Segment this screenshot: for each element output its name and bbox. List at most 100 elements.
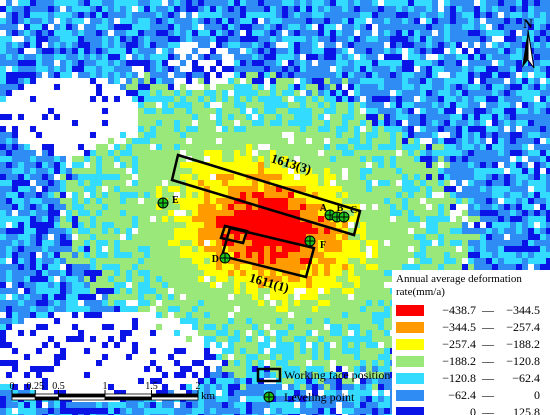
raster-cell	[432, 114, 438, 120]
raster-cell	[348, 318, 354, 324]
raster-cell	[174, 270, 180, 276]
raster-cell	[504, 156, 510, 162]
raster-cell	[126, 66, 132, 72]
raster-cell	[24, 60, 30, 66]
raster-cell	[534, 12, 540, 18]
raster-cell	[246, 192, 252, 198]
raster-cell	[336, 60, 342, 66]
raster-cell	[330, 144, 336, 150]
raster-cell	[240, 174, 246, 180]
raster-cell	[204, 54, 210, 60]
raster-cell	[252, 120, 258, 126]
raster-cell	[108, 48, 114, 54]
raster-cell	[294, 330, 300, 336]
raster-cell	[114, 36, 120, 42]
raster-cell	[150, 42, 156, 48]
raster-cell	[516, 114, 522, 120]
raster-cell	[420, 204, 426, 210]
raster-cell	[306, 294, 312, 300]
raster-cell	[420, 258, 426, 264]
raster-cell	[402, 264, 408, 270]
raster-cell	[198, 114, 204, 120]
raster-cell	[108, 54, 114, 60]
raster-cell	[24, 144, 30, 150]
raster-cell	[162, 96, 168, 102]
raster-cell	[24, 282, 30, 288]
raster-cell	[24, 24, 30, 30]
raster-cell	[240, 168, 246, 174]
raster-cell	[228, 138, 234, 144]
raster-cell	[18, 60, 24, 66]
raster-cell	[432, 144, 438, 150]
raster-cell	[258, 198, 264, 204]
raster-cell	[282, 228, 288, 234]
raster-cell	[348, 24, 354, 30]
raster-cell	[474, 252, 480, 258]
raster-cell	[456, 216, 462, 222]
raster-cell	[6, 48, 12, 54]
raster-cell	[240, 264, 246, 270]
raster-cell	[204, 372, 210, 378]
raster-cell	[138, 300, 144, 306]
raster-cell	[324, 330, 330, 336]
raster-cell	[288, 30, 294, 36]
raster-cell	[162, 192, 168, 198]
raster-cell	[300, 300, 306, 306]
raster-cell	[210, 258, 216, 264]
raster-cell	[30, 306, 36, 312]
raster-cell	[378, 282, 384, 288]
raster-cell	[378, 78, 384, 84]
raster-cell	[60, 198, 66, 204]
raster-cell	[204, 36, 210, 42]
raster-cell	[24, 186, 30, 192]
raster-cell	[414, 192, 420, 198]
raster-cell	[174, 24, 180, 30]
raster-cell	[480, 120, 486, 126]
raster-cell	[282, 204, 288, 210]
raster-cell	[420, 24, 426, 30]
raster-cell	[384, 300, 390, 306]
raster-cell	[426, 240, 432, 246]
raster-cell	[210, 294, 216, 300]
raster-cell	[312, 18, 318, 24]
raster-cell	[246, 282, 252, 288]
raster-cell	[276, 132, 282, 138]
raster-cell	[288, 12, 294, 18]
raster-cell	[300, 222, 306, 228]
raster-cell	[204, 132, 210, 138]
raster-cell	[240, 252, 246, 258]
raster-cell	[138, 114, 144, 120]
raster-cell	[348, 378, 354, 384]
raster-cell	[384, 270, 390, 276]
raster-cell	[54, 216, 60, 222]
raster-cell	[210, 288, 216, 294]
raster-cell	[318, 72, 324, 78]
raster-cell	[138, 276, 144, 282]
raster-cell	[516, 162, 522, 168]
raster-cell	[384, 126, 390, 132]
raster-cell	[264, 102, 270, 108]
raster-cell	[66, 234, 72, 240]
raster-cell	[60, 270, 66, 276]
raster-cell	[474, 180, 480, 186]
raster-cell	[348, 288, 354, 294]
raster-cell	[324, 282, 330, 288]
raster-cell	[132, 78, 138, 84]
raster-cell	[294, 204, 300, 210]
raster-cell	[396, 258, 402, 264]
raster-cell	[96, 54, 102, 60]
raster-cell	[246, 96, 252, 102]
raster-cell	[240, 216, 246, 222]
raster-cell	[276, 246, 282, 252]
raster-cell	[186, 282, 192, 288]
raster-cell	[360, 78, 366, 84]
raster-cell	[252, 210, 258, 216]
raster-cell	[150, 276, 156, 282]
raster-cell	[372, 372, 378, 378]
raster-cell	[276, 192, 282, 198]
raster-cell	[132, 186, 138, 192]
raster-cell	[378, 216, 384, 222]
raster-cell	[510, 0, 516, 6]
raster-cell	[372, 264, 378, 270]
raster-cell	[534, 120, 540, 126]
